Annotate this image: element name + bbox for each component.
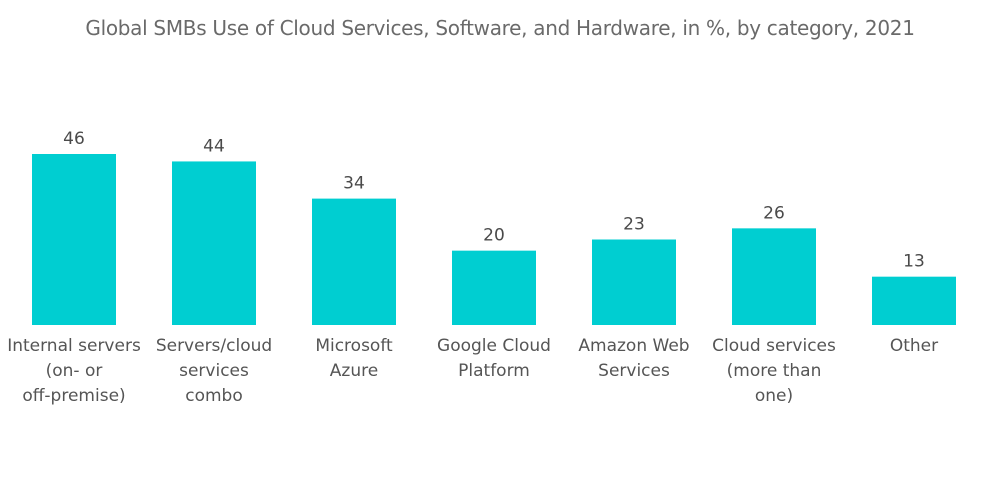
data-label: 34 bbox=[343, 174, 365, 194]
category-label: Platform bbox=[458, 361, 530, 381]
category-label: Microsoft bbox=[315, 336, 393, 356]
category-label: Azure bbox=[330, 361, 378, 381]
bar bbox=[872, 276, 956, 325]
chart-title: Global SMBs Use of Cloud Services, Softw… bbox=[85, 16, 915, 40]
data-label: 46 bbox=[63, 129, 85, 149]
category-label: Google Cloud bbox=[437, 336, 551, 356]
category-label: (more than bbox=[727, 361, 822, 381]
category-label: Other bbox=[890, 336, 938, 356]
category-label: Internal servers bbox=[7, 336, 141, 356]
category-label: Cloud services bbox=[712, 336, 836, 356]
bar bbox=[452, 250, 536, 325]
category-label: Servers/cloud bbox=[156, 336, 272, 356]
bar bbox=[312, 198, 396, 325]
category-label: Amazon Web bbox=[578, 336, 689, 356]
bar bbox=[592, 239, 676, 325]
category-label: combo bbox=[185, 386, 243, 406]
bar bbox=[172, 161, 256, 325]
category-label: services bbox=[179, 361, 249, 381]
data-label: 20 bbox=[483, 226, 505, 246]
category-label: off-premise) bbox=[22, 386, 125, 406]
data-label: 44 bbox=[203, 136, 225, 156]
category-label: (on- or bbox=[46, 361, 103, 381]
data-label: 13 bbox=[903, 252, 925, 272]
data-label: 23 bbox=[623, 215, 645, 235]
bar bbox=[732, 228, 816, 325]
category-label: Services bbox=[598, 361, 670, 381]
bar bbox=[32, 154, 116, 325]
data-label: 26 bbox=[763, 203, 785, 223]
category-label: one) bbox=[755, 386, 793, 406]
